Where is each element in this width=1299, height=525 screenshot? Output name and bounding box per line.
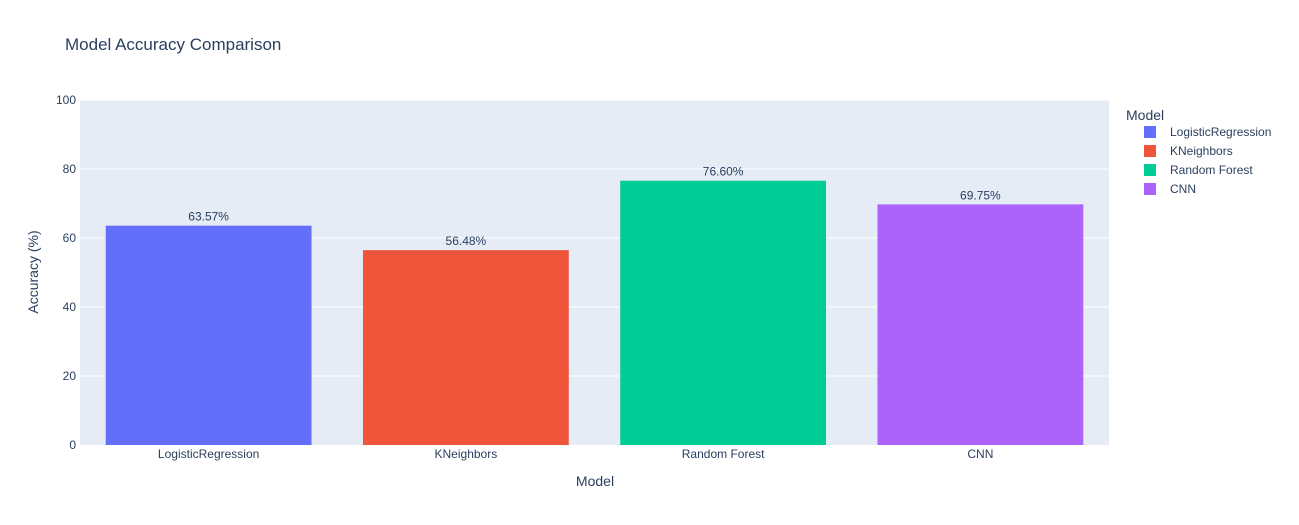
y-axis-title: Accuracy (%) xyxy=(25,230,41,313)
chart-title: Model Accuracy Comparison xyxy=(65,35,281,54)
legend-item[interactable]: LogisticRegression xyxy=(1144,125,1271,139)
y-tick-label: 80 xyxy=(63,162,77,176)
legend-swatch xyxy=(1144,145,1156,157)
y-tick-label: 100 xyxy=(56,93,76,107)
legend-label: LogisticRegression xyxy=(1170,125,1271,139)
bar-value-label: 76.60% xyxy=(703,165,744,179)
x-axis-title: Model xyxy=(576,473,614,489)
x-tick-label: Random Forest xyxy=(682,447,765,461)
legend-item[interactable]: KNeighbors xyxy=(1144,144,1233,158)
x-tick-label: LogisticRegression xyxy=(158,447,259,461)
legend-swatch xyxy=(1144,164,1156,176)
bar-value-label: 63.57% xyxy=(188,210,229,224)
legend-label: CNN xyxy=(1170,182,1196,196)
bar-value-label: 56.48% xyxy=(446,234,487,248)
legend-label: KNeighbors xyxy=(1170,144,1233,158)
legend-swatch xyxy=(1144,126,1156,138)
y-axis-ticks: 0 20 40 60 80 100 xyxy=(56,93,76,452)
legend-item[interactable]: CNN xyxy=(1144,182,1196,196)
legend: Model LogisticRegression KNeighbors Random… xyxy=(1126,107,1271,196)
legend-item[interactable]: Random Forest xyxy=(1144,163,1253,177)
legend-title: Model xyxy=(1126,107,1164,123)
legend-swatch xyxy=(1144,183,1156,195)
bar-kneighbors xyxy=(362,250,569,445)
x-axis-ticks: LogisticRegression KNeighbors Random Fores… xyxy=(158,447,993,461)
bar-logisticregression xyxy=(105,225,312,445)
y-tick-label: 60 xyxy=(63,231,77,245)
y-tick-label: 40 xyxy=(63,300,77,314)
bar-cnn xyxy=(877,204,1084,445)
bar-random-forest xyxy=(620,180,827,446)
x-tick-label: KNeighbors xyxy=(435,447,498,461)
y-tick-label: 0 xyxy=(69,438,76,452)
bar-value-label: 69.75% xyxy=(960,188,1001,202)
x-tick-label: CNN xyxy=(967,447,993,461)
bars: 63.57% 56.48% 76.60% 69.75% xyxy=(105,165,1084,446)
y-tick-label: 20 xyxy=(63,369,77,383)
legend-label: Random Forest xyxy=(1170,163,1253,177)
